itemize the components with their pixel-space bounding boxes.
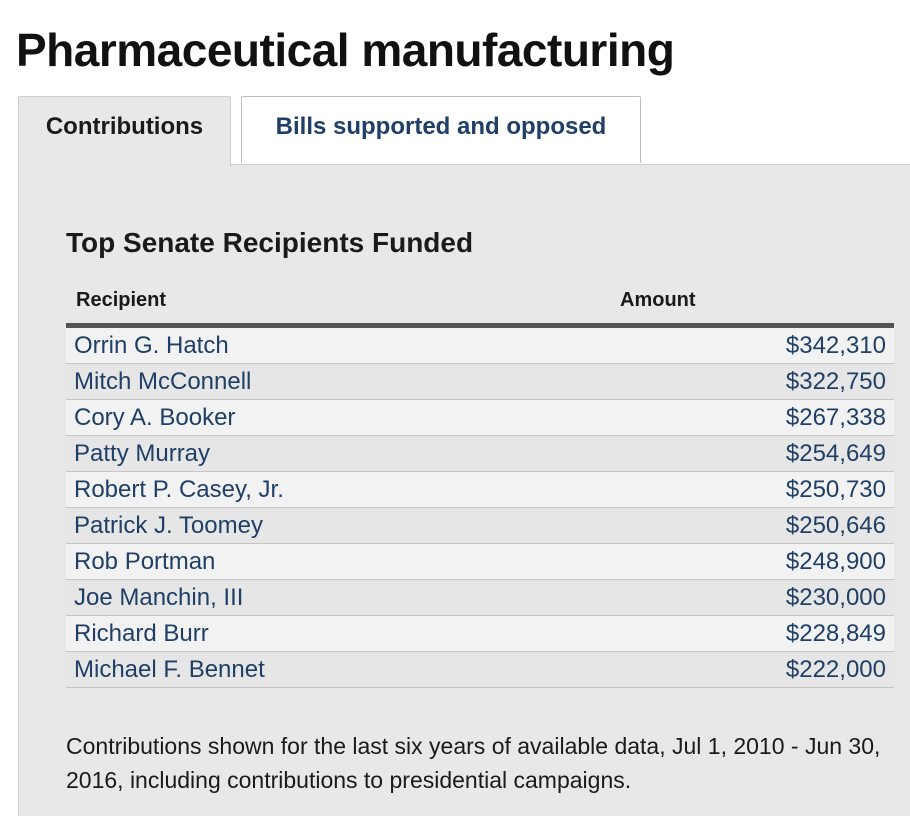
section-title: Top Senate Recipients Funded [66, 227, 474, 258]
recipient-name-link[interactable]: Orrin G. Hatch [74, 332, 229, 359]
recipient-amount[interactable]: $250,646 [785, 512, 886, 539]
contributions-panel: Top Senate Recipients Funded Recipient A… [18, 164, 910, 816]
tab-contributions[interactable]: Contributions [18, 96, 231, 166]
column-header-amount[interactable]: Amount [620, 289, 696, 311]
recipient-amount[interactable]: $342,310 [785, 332, 886, 359]
recipient-name-link[interactable]: Cory A. Booker [74, 404, 236, 431]
table-row: Patty Murray $254,649 [66, 436, 894, 472]
table-row: Rob Portman $248,900 [66, 544, 894, 580]
recipient-amount[interactable]: $250,730 [785, 476, 886, 503]
recipient-amount[interactable]: $254,649 [785, 440, 886, 467]
recipient-name-link[interactable]: Joe Manchin, III [74, 584, 244, 611]
table-row: Michael F. Bennet $222,000 [66, 652, 894, 688]
recipient-amount[interactable]: $322,750 [785, 368, 886, 395]
page-title: Pharmaceutical manufacturing [16, 24, 675, 76]
table-row: Orrin G. Hatch $342,310 [66, 328, 894, 364]
recipient-amount[interactable]: $230,000 [785, 584, 886, 611]
recipient-amount[interactable]: $267,338 [785, 404, 886, 431]
table-body: Orrin G. Hatch $342,310 Mitch McConnell $32… [66, 328, 894, 688]
recipient-amount[interactable]: $228,849 [785, 620, 886, 647]
recipient-name-link[interactable]: Patty Murray [74, 440, 211, 467]
recipient-name-link[interactable]: Michael F. Bennet [74, 656, 265, 683]
table-row: Cory A. Booker $267,338 [66, 400, 894, 436]
table-row: Patrick J. Toomey $250,646 [66, 508, 894, 544]
recipient-amount[interactable]: $222,000 [785, 656, 886, 683]
recipient-name-link[interactable]: Patrick J. Toomey [74, 512, 263, 539]
table-row: Richard Burr $228,849 [66, 616, 894, 652]
table-header-row: Recipient Amount [66, 283, 894, 328]
recipient-name-link[interactable]: Mitch McConnell [74, 368, 252, 395]
recipient-name-link[interactable]: Robert P. Casey, Jr. [74, 476, 284, 503]
tab-bills-supported-and-opposed[interactable]: Bills supported and opposed [241, 96, 641, 163]
recipient-name-link[interactable]: Richard Burr [74, 620, 209, 647]
table-row: Joe Manchin, III $230,000 [66, 580, 894, 616]
recipients-table: Recipient Amount Orrin G. Hatch $342,310 M… [66, 283, 894, 688]
column-header-recipient[interactable]: Recipient [76, 289, 167, 311]
table-row: Robert P. Casey, Jr. $250,730 [66, 472, 894, 508]
table-row: Mitch McConnell $322,750 [66, 364, 894, 400]
recipient-amount[interactable]: $248,900 [785, 548, 886, 575]
recipient-name-link[interactable]: Rob Portman [74, 548, 216, 575]
footnote: Contributions shown for the last six yea… [66, 733, 881, 793]
